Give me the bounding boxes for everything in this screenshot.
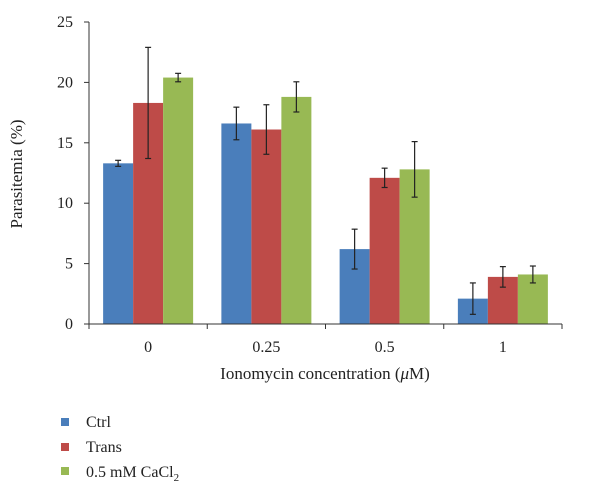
error-bars	[115, 46, 536, 315]
legend-swatch-trans	[61, 443, 69, 451]
legend-label-cacl2-main: 0.5 mM CaCl	[86, 464, 174, 481]
bar	[369, 177, 400, 324]
bar	[103, 163, 134, 324]
x-tick-label: 0	[144, 339, 152, 356]
x-tick-label: 0.25	[252, 339, 280, 356]
y-tick-label: 15	[57, 135, 73, 152]
x-axis-title: Ionomycin concentration (μM)	[220, 364, 430, 383]
legend-swatch-ctrl	[61, 418, 69, 426]
y-ticks: 0 5 10 15 20 25	[57, 14, 89, 333]
y-tick-label: 25	[57, 14, 73, 31]
bar	[163, 77, 194, 325]
bar	[251, 129, 282, 324]
y-axis-title: Parasitemia (%)	[7, 119, 26, 228]
y-tick-label: 0	[65, 316, 73, 333]
legend: Ctrl Trans 0.5 mM CaCl2	[61, 414, 179, 484]
bars	[103, 77, 548, 325]
legend-label-cacl2-sub: 2	[174, 472, 180, 484]
legend-label-cacl2: 0.5 mM CaCl2	[86, 464, 179, 484]
x-tick-label: 0.5	[375, 339, 395, 356]
x-ticks: 0 0.25 0.5 1	[88, 324, 563, 356]
x-tick-label: 1	[499, 339, 507, 356]
y-tick-label: 20	[57, 74, 73, 91]
legend-label-ctrl: Ctrl	[86, 414, 111, 431]
x-axis-title-pre: Ionomycin concentration (	[220, 364, 401, 383]
x-axis-title-post: M)	[409, 364, 430, 383]
legend-swatch-cacl2	[61, 467, 69, 475]
y-tick-label: 10	[57, 195, 73, 212]
bar	[221, 123, 252, 324]
y-tick-label: 5	[65, 256, 73, 273]
bar	[281, 96, 312, 324]
x-axis-title-mu: μ	[400, 364, 410, 383]
legend-label-trans: Trans	[86, 439, 122, 456]
